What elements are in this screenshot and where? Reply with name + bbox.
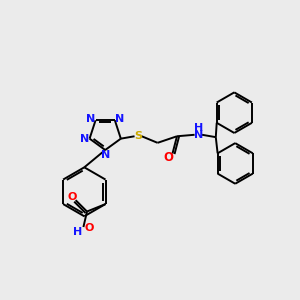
Text: N: N bbox=[115, 114, 124, 124]
Text: N: N bbox=[194, 130, 203, 140]
Text: O: O bbox=[84, 223, 94, 232]
Text: N: N bbox=[100, 150, 110, 160]
Text: O: O bbox=[163, 151, 173, 164]
Text: H: H bbox=[74, 227, 83, 237]
Text: H: H bbox=[194, 123, 203, 133]
Text: N: N bbox=[86, 114, 95, 124]
Text: N: N bbox=[80, 134, 89, 144]
Text: O: O bbox=[68, 192, 77, 202]
Text: S: S bbox=[134, 131, 142, 141]
